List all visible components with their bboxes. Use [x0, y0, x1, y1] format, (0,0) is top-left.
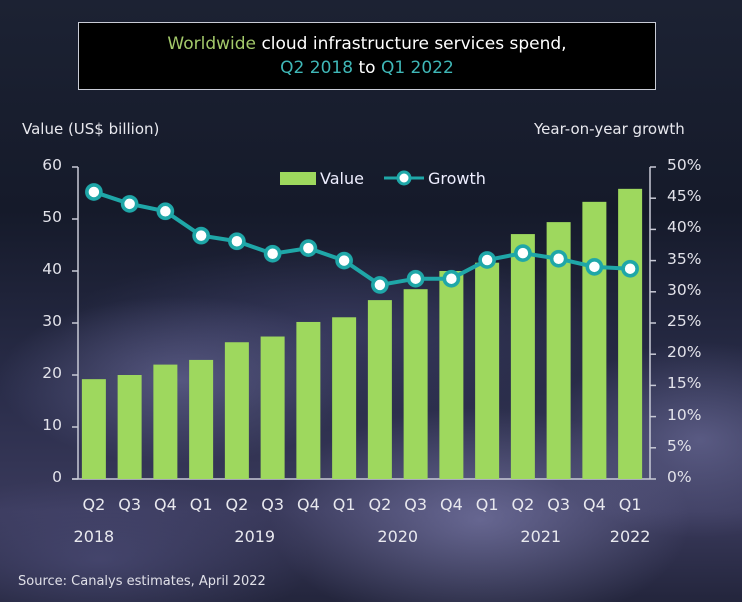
y2-tick-label: 50% [667, 156, 702, 174]
growth-marker [299, 239, 318, 257]
chart-title: Worldwide cloud infrastructure services … [78, 22, 656, 90]
y2-tick-label: 40% [667, 218, 702, 237]
growth-marker [120, 195, 139, 213]
y-tick-label: 30 [42, 312, 62, 330]
value-bar [153, 364, 178, 479]
year-label: 2020 [377, 527, 419, 546]
y2-tick-label: 45% [667, 187, 702, 206]
y2-tick-label: 25% [667, 312, 702, 330]
growth-marker [406, 269, 425, 288]
value-bar [403, 289, 428, 479]
legend-value-label: Value [320, 168, 364, 188]
x-tick-label: Q4 [439, 495, 463, 514]
value-bar [81, 379, 106, 479]
x-tick-label: Q4 [153, 495, 177, 514]
value-bar [367, 300, 392, 479]
y2-tick-label: 20% [667, 343, 702, 362]
y2-tick-label: 10% [667, 405, 702, 424]
value-bar [618, 188, 643, 479]
x-tick-label: Q4 [582, 495, 606, 514]
growth-marker [85, 183, 103, 201]
x-tick-label: Q1 [189, 495, 213, 514]
growth-marker [442, 269, 461, 288]
x-tick-label: Q3 [118, 495, 142, 514]
growth-marker [621, 259, 639, 278]
x-tick-label: Q1 [475, 495, 499, 514]
y2-tick-label: 15% [667, 374, 702, 393]
title-end-period: Q1 2022 [380, 58, 454, 78]
x-tick-label: Q4 [296, 495, 320, 514]
x-tick-label: Q3 [404, 495, 428, 514]
value-bar [224, 342, 249, 479]
title-start-period: Q2 2018 [280, 58, 354, 78]
growth-marker [585, 258, 604, 276]
year-label: 2022 [609, 527, 651, 546]
x-tick-label: Q2 [368, 495, 392, 514]
x-tick-label: Q3 [547, 495, 571, 514]
legend-growth-label: Growth [427, 168, 486, 188]
value-bar [510, 234, 535, 479]
y2-tick-label: 35% [667, 249, 702, 268]
growth-marker [549, 249, 568, 268]
y-tick-label: 40 [42, 260, 62, 278]
y-tick-label: 10 [42, 416, 62, 434]
value-bar [260, 336, 285, 479]
year-label: 2021 [520, 527, 562, 546]
growth-marker [371, 276, 389, 294]
y2-tick-label: 0% [667, 468, 692, 486]
value-bar [189, 359, 214, 479]
value-bar [582, 201, 607, 479]
y2-tick-label: 5% [667, 436, 692, 455]
growth-marker [192, 226, 210, 245]
value-bar [439, 271, 464, 479]
growth-marker [228, 232, 246, 251]
source-note: Source: Canalys estimates, April 2022 [18, 574, 266, 589]
growth-line [93, 190, 631, 288]
x-tick-label: Q2 [225, 495, 249, 514]
x-tick-label: Q1 [332, 495, 356, 514]
legend-growth-icon [383, 170, 424, 186]
legend-value-swatch [280, 171, 316, 185]
title-worldwide: Worldwide [167, 34, 257, 54]
y-tick-label: 20 [42, 364, 62, 382]
growth-marker [263, 244, 282, 263]
year-label: 2018 [73, 527, 115, 546]
year-label: 2019 [234, 527, 276, 546]
x-tick-label: Q2 [511, 495, 535, 514]
growth-marker [335, 251, 353, 270]
growth-marker [478, 251, 496, 269]
value-bar [475, 262, 500, 479]
y-tick-label: 60 [42, 156, 62, 174]
value-bar [117, 375, 142, 479]
title-to: to [358, 58, 376, 78]
x-tick-label: Q1 [618, 495, 642, 514]
value-bar [332, 317, 357, 479]
title-main: cloud infrastructure services spend, [261, 34, 567, 54]
x-tick-label: Q3 [261, 495, 285, 514]
y-tick-label: 50 [42, 208, 62, 226]
y-axis-title: Value (US$ billion) [22, 120, 160, 138]
x-tick-label: Q2 [82, 495, 106, 514]
growth-marker [156, 202, 175, 221]
legend: Value Growth [280, 168, 486, 188]
y2-tick-label: 30% [667, 280, 702, 299]
growth-marker [514, 244, 532, 262]
value-bar [296, 321, 321, 479]
y2-axis-title: Year-on-year growth [534, 120, 685, 138]
y-tick-label: 0 [52, 468, 62, 486]
